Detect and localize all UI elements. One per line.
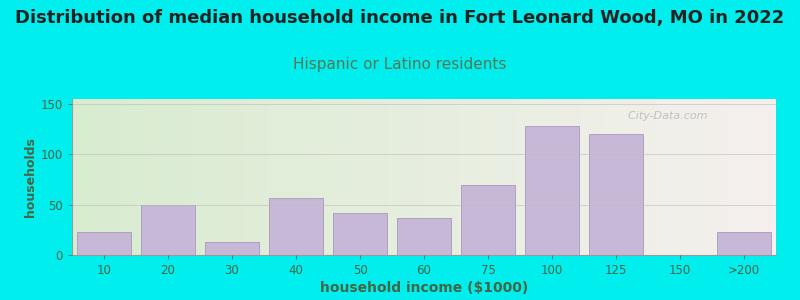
X-axis label: household income ($1000): household income ($1000) [320, 281, 528, 295]
Bar [205, 242, 259, 255]
Bar [461, 184, 515, 255]
Bar [269, 198, 323, 255]
Bar [397, 218, 451, 255]
Bar [525, 126, 579, 255]
Text: Hispanic or Latino residents: Hispanic or Latino residents [294, 57, 506, 72]
Text: Distribution of median household income in Fort Leonard Wood, MO in 2022: Distribution of median household income … [15, 9, 785, 27]
Y-axis label: households: households [23, 137, 37, 217]
Bar [333, 213, 387, 255]
Bar [717, 232, 771, 255]
Bar [141, 205, 195, 255]
Bar [77, 232, 131, 255]
Text: City-Data.com: City-Data.com [621, 112, 708, 122]
Bar [589, 134, 643, 255]
